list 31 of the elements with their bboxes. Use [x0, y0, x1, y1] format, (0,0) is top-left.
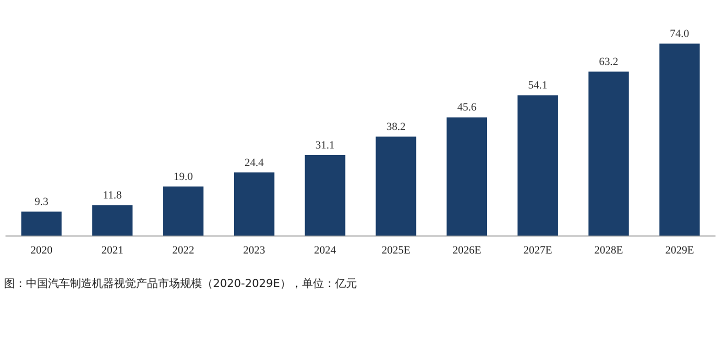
data-label: 63.2 — [599, 56, 618, 68]
x-tick-label: 2023 — [243, 244, 266, 256]
x-tick-label: 2024 — [314, 244, 337, 256]
data-label: 9.3 — [34, 196, 49, 208]
data-label: 11.8 — [102, 190, 122, 202]
data-label: 74.0 — [670, 28, 690, 40]
bar — [21, 212, 62, 236]
x-tick-label: 2029E — [665, 244, 694, 256]
bar — [304, 155, 346, 236]
bar — [659, 44, 700, 236]
bar — [92, 205, 133, 236]
data-label: 31.1 — [315, 139, 335, 152]
x-tick-label: 2022 — [172, 244, 194, 256]
bar — [163, 186, 204, 236]
x-tick-label: 2028E — [594, 244, 624, 256]
data-label: 19.0 — [174, 170, 194, 183]
x-tick-label: 2025E — [382, 244, 411, 256]
data-label: 45.6 — [457, 102, 477, 114]
bar — [588, 72, 629, 236]
data-label: 38.2 — [386, 120, 406, 133]
text: 图：中国汽车制造机器视觉产品市场规模（2020-2029E），单位：亿元 — [4, 276, 357, 291]
x-tick-label: 2021 — [101, 244, 124, 256]
x-tick-label: 2027E — [523, 244, 552, 256]
bar — [234, 172, 274, 236]
data-label: 54.1 — [528, 80, 548, 92]
x-tick-label: 2020 — [30, 244, 53, 256]
bar — [518, 95, 558, 236]
x-tick-label: 2026E — [452, 244, 482, 256]
bar — [376, 136, 416, 236]
bar — [446, 117, 488, 236]
data-label: 24.4 — [244, 156, 264, 169]
